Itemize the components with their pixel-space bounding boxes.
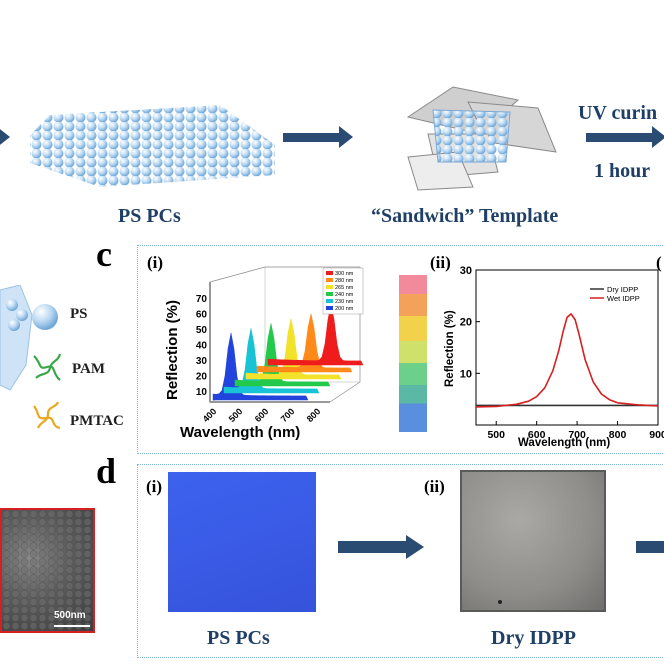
uv-curing-label: UV curin xyxy=(578,102,658,124)
waterfall-xtick-label: 600 xyxy=(253,406,271,424)
waterfall-ytick-label: 70 xyxy=(196,294,208,305)
ps-pcs-stack-illustration xyxy=(30,105,275,187)
sandwich-template-label: “Sandwich” Template xyxy=(371,205,559,227)
waterfall-legend-swatch xyxy=(326,292,333,296)
waterfall-peak-2 xyxy=(234,323,331,387)
waterfall-ytick-label: 60 xyxy=(196,310,208,321)
panel-c-iii-label: ( xyxy=(656,253,662,272)
waterfall-y-ticks: 10 20 30 40 50 60 70 xyxy=(196,294,208,398)
reflection-waterfall-chart: 10 20 30 40 50 60 70 400 500 600 700 800 300 nm280… xyxy=(164,266,364,441)
panel-d-i-label: (i) xyxy=(146,477,163,496)
process-arrow-1 xyxy=(283,133,339,142)
waterfall-ytick-label: 40 xyxy=(196,341,208,352)
ps-pcs-label: PS PCs xyxy=(118,205,181,227)
ps-sphere-icon xyxy=(32,304,58,330)
waterfall-xtick-label: 400 xyxy=(201,406,219,424)
idpp-ytick-label: 20 xyxy=(460,317,472,329)
panel-d-arrow-1-head xyxy=(406,535,424,559)
process-arrow-2-head xyxy=(652,126,664,148)
left-partial-arrow xyxy=(0,126,10,148)
idpp-plot-frame xyxy=(475,269,659,426)
idpp-xtick-label: 600 xyxy=(528,429,546,441)
waterfall-xtick-label: 500 xyxy=(227,406,245,424)
waterfall-ytick-label: 50 xyxy=(196,325,208,336)
idpp-xtick-label: 700 xyxy=(568,429,586,441)
sem-scale-label: 500nm xyxy=(54,610,86,621)
legend-ps: PS xyxy=(70,306,88,322)
waterfall-ylabel: Reflection (%) xyxy=(164,300,181,400)
waterfall-ytick-label: 20 xyxy=(196,372,208,383)
idpp-series-line-wet-idpp xyxy=(475,313,659,408)
dry-idpp-caption: Dry IDPP xyxy=(491,627,576,649)
waterfall-ytick-label: 30 xyxy=(196,356,208,367)
waterfall-legend-label: 265 nm xyxy=(335,285,354,291)
panel-d-letter: d xyxy=(96,451,117,491)
legend-pmtac: PMTAC xyxy=(70,413,124,429)
panel-c-i-label: (i) xyxy=(147,253,164,272)
waterfall-xlabel: Wavelength (nm) xyxy=(180,424,300,441)
idpp-ylabel: Reflection (%) xyxy=(444,310,456,387)
waterfall-ytick-label: 10 xyxy=(196,387,208,398)
waterfall-xtick-label: 700 xyxy=(279,406,297,424)
ps-pcs-film-photo xyxy=(168,472,316,612)
pam-chain-icon xyxy=(33,353,62,381)
one-hour-label: 1 hour xyxy=(594,160,651,182)
idpp-xlabel: Wavelength (nm) xyxy=(518,437,610,449)
idpp-series xyxy=(475,313,659,408)
sem-scale-bar xyxy=(54,625,90,627)
ps-pcs-caption: PS PCs xyxy=(207,627,270,649)
idpp-y-ticks: 10 20 30 xyxy=(460,265,480,380)
sem-texture xyxy=(2,510,93,631)
waterfall-legend-swatch xyxy=(326,299,333,303)
idpp-legend-label: Wet IDPP xyxy=(607,294,640,303)
idpp-ytick-label: 30 xyxy=(460,265,472,277)
waterfall-legend-swatch xyxy=(326,271,333,275)
waterfall-legend-label: 200 nm xyxy=(335,306,354,312)
waterfall-peaks xyxy=(212,304,364,401)
panel-d-ii-label: (ii) xyxy=(424,477,445,496)
idpp-xtick-label: 500 xyxy=(487,429,505,441)
waterfall-legend-label: 230 nm xyxy=(335,299,354,305)
waterfall-peak-5 xyxy=(267,304,364,366)
waterfall-legend-label: 240 nm xyxy=(335,292,354,298)
dry-idpp-speck xyxy=(498,600,502,604)
panel-c-ii-label: (ii) xyxy=(430,253,451,272)
sandwich-template-illustration xyxy=(406,86,557,191)
panel-d-arrow-1 xyxy=(338,541,406,553)
waterfall-legend-label: 280 nm xyxy=(335,278,354,284)
idpp-xtick-label: 800 xyxy=(609,429,627,441)
waterfall-xtick-label: 800 xyxy=(305,406,323,424)
pmtac-chain-icon xyxy=(33,401,61,430)
waterfall-peak-3 xyxy=(245,318,342,380)
panel-c-box xyxy=(137,245,664,454)
process-arrow-2 xyxy=(586,133,652,142)
hydrogel-illustration xyxy=(0,285,33,391)
idpp-ytick-label: 10 xyxy=(460,368,472,380)
idpp-xtick-label: 900 xyxy=(649,429,664,441)
process-arrow-1-head xyxy=(339,126,353,148)
waterfall-legend-swatch xyxy=(326,285,333,289)
structural-color-strip xyxy=(399,275,427,432)
panel-d-arrow-2 xyxy=(636,541,664,553)
legend-pam: PAM xyxy=(72,361,106,377)
waterfall-legend-swatch xyxy=(326,278,333,282)
waterfall-legend-swatch xyxy=(326,306,333,310)
idpp-legend-label: Dry IDPP xyxy=(607,285,638,294)
sem-image: 500nm xyxy=(0,508,95,633)
dry-idpp-photo xyxy=(460,470,606,612)
idpp-x-ticks: 500 600 700 800 900 xyxy=(487,421,664,441)
waterfall-x-ticks: 400 500 600 700 800 xyxy=(201,406,323,424)
waterfall-legend-label: 300 nm xyxy=(335,271,354,277)
panel-c-letter: c xyxy=(96,234,112,274)
panel-d-box xyxy=(137,464,664,658)
